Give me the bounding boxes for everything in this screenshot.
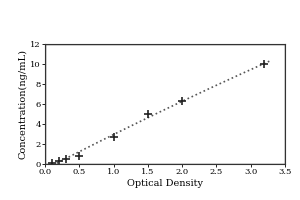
Point [63, 157, 68, 161]
Bar [45, 44, 285, 164]
Point [180, 99, 184, 103]
Point [50, 161, 54, 165]
Point [56, 159, 61, 163]
Point [262, 62, 267, 66]
Point [146, 112, 150, 116]
Point [111, 135, 116, 139]
Point [77, 154, 82, 158]
Y-axis label: Concentration(ng/mL): Concentration(ng/mL) [18, 49, 27, 159]
X-axis label: Optical Density: Optical Density [127, 179, 203, 188]
